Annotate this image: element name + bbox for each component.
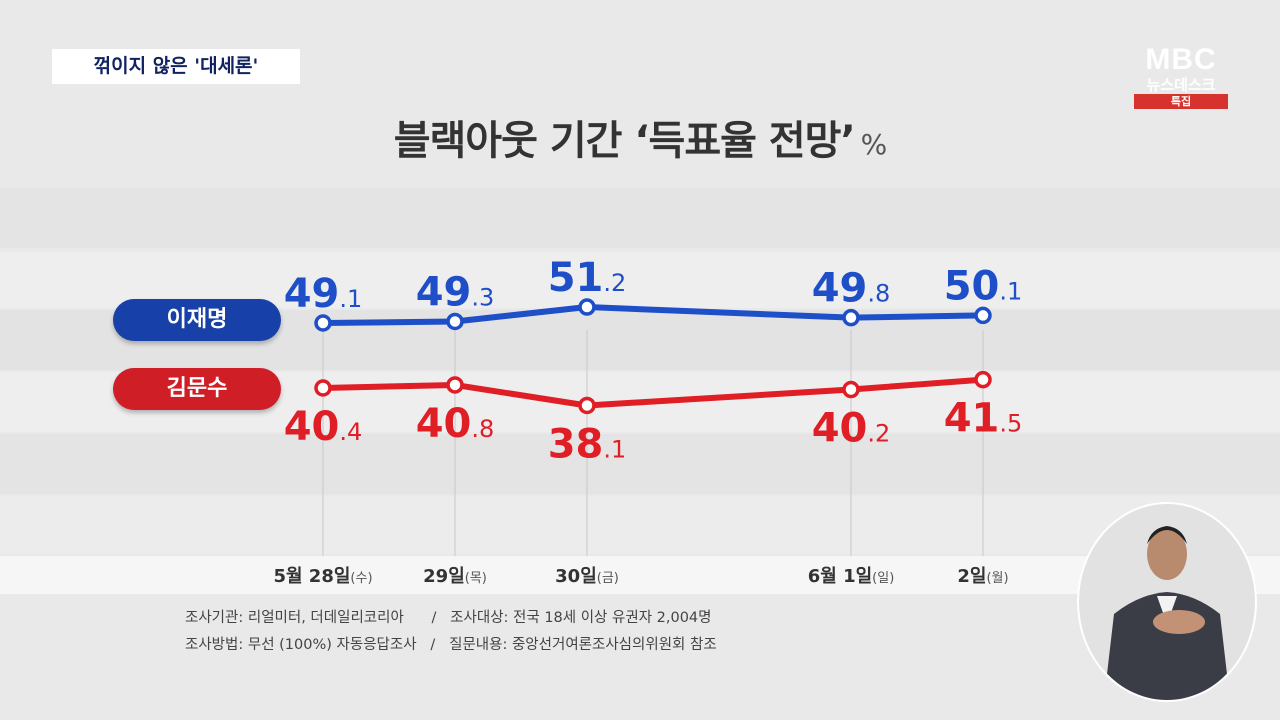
data-point — [446, 312, 464, 331]
data-point — [974, 370, 992, 389]
data-label: 49.3 — [416, 269, 495, 315]
x-tick-label: 2일(월) — [957, 566, 1008, 587]
data-point — [446, 376, 464, 394]
background-band — [0, 188, 1280, 248]
x-tick-label: 30일(금) — [555, 566, 619, 587]
x-tick-label: 6월 1일(일) — [808, 566, 895, 587]
mbc-logo: MBC 뉴스데스크 특집 — [1134, 44, 1228, 109]
legend-kim: 김문수 — [113, 368, 281, 410]
data-label: 51.2 — [548, 255, 627, 301]
data-label: 41.5 — [944, 396, 1023, 442]
data-point — [842, 380, 860, 399]
background-band — [0, 252, 1280, 308]
data-point — [842, 308, 860, 327]
x-tick-label: 5월 28일(수) — [273, 566, 372, 587]
chart-title: 블랙아웃 기간 ‘득표율 전망’% — [0, 108, 1280, 166]
data-point — [314, 379, 332, 397]
data-label: 40.8 — [416, 401, 495, 447]
title-unit: % — [860, 128, 888, 161]
data-label: 49.8 — [812, 266, 891, 312]
logo-program: 뉴스데스크 — [1146, 76, 1216, 94]
data-point — [578, 396, 596, 415]
data-point — [314, 314, 332, 332]
data-point — [578, 298, 596, 316]
interpreter-figure — [1104, 526, 1230, 700]
footer-line-2: 조사방법: 무선 (100%) 자동응답조사 / 질문내용: 중앙선거여론조사심… — [185, 637, 717, 653]
data-label: 50.1 — [944, 263, 1023, 309]
logo-tag: 특집 — [1134, 94, 1228, 109]
data-point — [974, 306, 992, 325]
data-label: 40.2 — [812, 406, 891, 452]
background-band — [0, 496, 1280, 554]
title-text: 블랙아웃 기간 ‘득표율 전망’ — [393, 118, 856, 164]
x-tick-label: 29일(목) — [423, 566, 487, 587]
sign-language-interpreter — [1077, 502, 1257, 702]
footer-line-1: 조사기관: 리얼미터, 더데일리코리아 / 조사대상: 전국 18세 이상 유권… — [185, 610, 712, 626]
background-band — [0, 434, 1280, 494]
news-caption: 꺾이지 않은 '대세론' — [52, 49, 300, 84]
data-label: 38.1 — [548, 421, 627, 467]
logo-brand: MBC — [1145, 43, 1217, 76]
data-label: 49.1 — [284, 271, 363, 317]
data-label: 40.4 — [284, 404, 363, 450]
legend-lee: 이재명 — [113, 299, 281, 341]
x-axis-band — [0, 556, 1280, 594]
